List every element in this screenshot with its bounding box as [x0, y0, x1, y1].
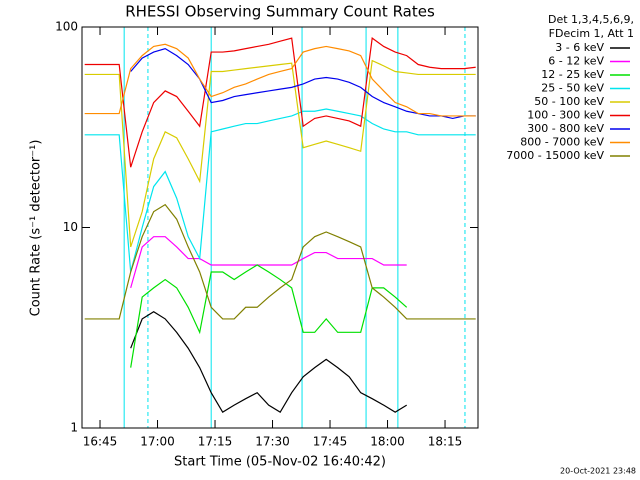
series-line [84, 43, 476, 117]
legend-label: 50 - 100 keV [534, 95, 604, 108]
x-tick-label: 17:00 [140, 435, 175, 449]
y-tick-label: 1 [70, 421, 78, 435]
legend-label: 6 - 12 keV [548, 55, 604, 68]
x-tick-label: 17:15 [198, 435, 233, 449]
x-tick-label: 17:30 [255, 435, 290, 449]
x-tick-label: 17:45 [313, 435, 348, 449]
series-line [130, 47, 476, 120]
legend-label: 7000 - 15000 keV [506, 149, 604, 162]
x-tick-label: 18:00 [370, 435, 405, 449]
x-axis-label: Start Time (05-Nov-02 16:40:42) [174, 455, 386, 470]
y-tick-label: 10 [63, 220, 78, 234]
y-axis-label: Count Rate (s⁻¹ detector⁻¹) [29, 140, 44, 317]
legend-label: 300 - 800 keV [527, 122, 604, 135]
legend-title: Det 1,3,4,5,6,9, [548, 13, 634, 26]
series-line [84, 59, 476, 248]
legend-label: 100 - 300 keV [527, 109, 604, 122]
plot-frame [81, 26, 479, 429]
series-line [130, 236, 407, 289]
legend-label: 25 - 50 keV [541, 82, 604, 95]
series-line [130, 311, 408, 413]
series-line [130, 264, 408, 368]
x-tick-label: 18:15 [428, 435, 463, 449]
legend-title: FDecim 1, Att 1 [549, 27, 634, 40]
legend-label: 800 - 7000 keV [520, 136, 604, 149]
series-line [84, 203, 476, 320]
series-line [84, 108, 476, 273]
series-line [84, 37, 476, 168]
y-tick-label: 100 [55, 20, 78, 34]
footer: 20-Oct-2021 23:48 [560, 467, 636, 476]
legend-label: 12 - 25 keV [541, 68, 604, 81]
chart-title: RHESSI Observing Summary Count Rates [125, 3, 435, 21]
legend-label: 3 - 6 keV [555, 41, 604, 54]
x-tick-label: 16:45 [83, 435, 118, 449]
